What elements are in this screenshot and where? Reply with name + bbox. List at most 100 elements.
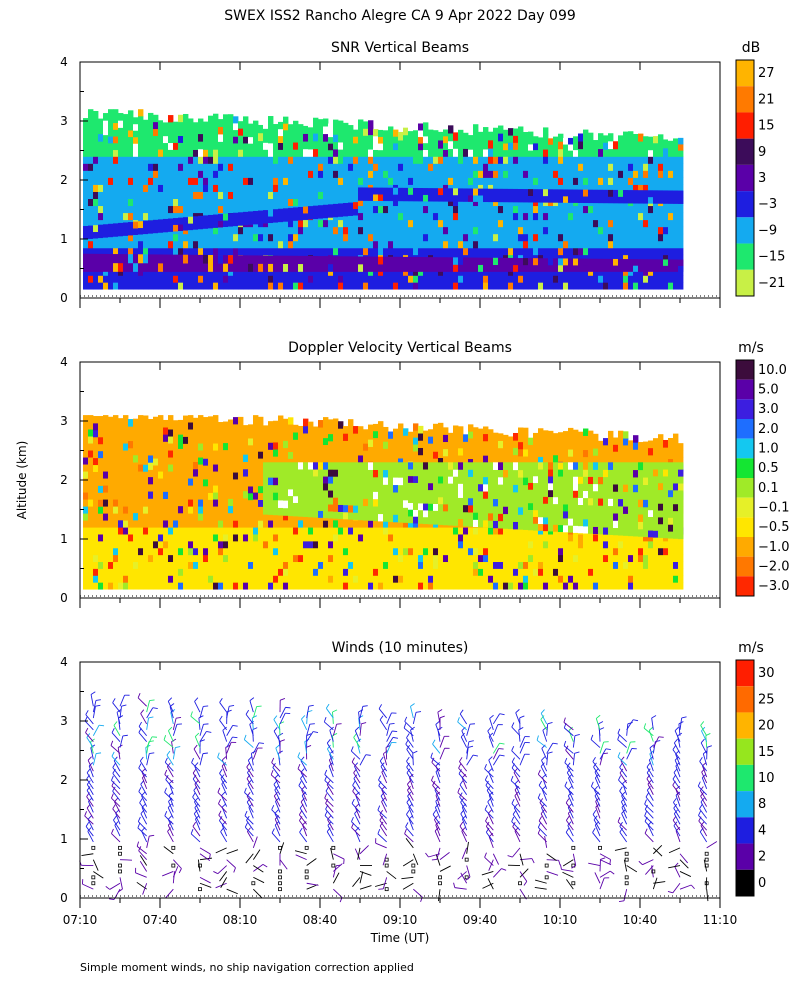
heatmap-cell [493, 127, 499, 136]
heatmap-cell [593, 268, 599, 276]
heatmap-cell [193, 575, 199, 583]
heatmap-cell [293, 502, 299, 510]
heatmap-cell [483, 177, 489, 185]
heatmap-cell [168, 415, 174, 423]
heatmap-cell [233, 226, 239, 235]
heatmap-cell [288, 130, 294, 138]
heatmap-cell [413, 177, 419, 185]
heatmap-cell [548, 268, 554, 276]
heatmap-cell [163, 275, 169, 283]
heatmap-cell [203, 240, 209, 249]
heatmap-cell [113, 520, 119, 528]
heatmap-cell [323, 268, 329, 276]
heatmap-cell [138, 471, 144, 479]
heatmap-cell [518, 282, 524, 290]
heatmap-cell [113, 429, 119, 437]
heatmap-cell [148, 455, 154, 463]
heatmap-cell [333, 177, 339, 185]
heatmap-cell [278, 177, 284, 185]
heatmap-cell [233, 423, 239, 432]
heatmap-cell [398, 212, 404, 221]
heatmap-cell [88, 485, 94, 493]
heatmap-cell [103, 262, 109, 272]
heatmap-cell [303, 141, 309, 150]
heatmap-cell [143, 478, 149, 486]
heatmap-cell [233, 465, 239, 473]
heatmap-cell [493, 142, 499, 150]
heatmap-cell [288, 163, 294, 171]
panel-title: SNR Vertical Beams [331, 40, 469, 56]
heatmap-cell [83, 253, 89, 261]
heatmap-cell [298, 519, 304, 528]
heatmap-cell [98, 568, 104, 576]
heatmap-cell [608, 184, 614, 192]
heatmap-cell [378, 247, 384, 256]
heatmap-cell [293, 512, 299, 521]
heatmap-cell [198, 575, 204, 583]
heatmap-cell [108, 437, 114, 445]
heatmap-cell [603, 184, 609, 192]
heatmap-cell [103, 205, 109, 214]
heatmap-cell [248, 163, 254, 171]
heatmap-cell [108, 142, 114, 151]
heatmap-cell [408, 149, 414, 157]
heatmap-cell [138, 422, 144, 430]
heatmap-cell [253, 233, 259, 242]
heatmap-cell [538, 156, 544, 164]
heatmap-cell [473, 257, 479, 265]
heatmap-cell [623, 219, 629, 228]
heatmap-cell [88, 436, 94, 444]
heatmap-cell [218, 534, 224, 542]
heatmap-cell [638, 254, 644, 263]
heatmap-cell [153, 254, 159, 264]
heatmap-cell [283, 191, 289, 200]
heatmap-cell [673, 212, 679, 221]
heatmap-cell [418, 123, 424, 131]
heatmap-cell [278, 443, 284, 451]
heatmap-cell [588, 177, 594, 185]
heatmap-cell [173, 470, 179, 478]
heatmap-cell [293, 226, 299, 235]
heatmap-cell [268, 163, 274, 171]
heatmap-cell [558, 163, 564, 171]
heatmap-cell [623, 131, 629, 139]
heatmap-cell [673, 259, 679, 266]
heatmap-cell [358, 141, 364, 150]
heatmap-cell [83, 226, 89, 233]
heatmap-cell [273, 247, 279, 256]
heatmap-cell [508, 205, 514, 214]
heatmap-cell [408, 198, 414, 207]
heatmap-cell [208, 416, 214, 424]
colorbar-swatch [736, 60, 754, 87]
heatmap-cell [243, 129, 249, 137]
heatmap-cell [493, 247, 499, 256]
heatmap-cell [253, 275, 259, 283]
heatmap-cell [163, 122, 169, 130]
heatmap-cell [658, 134, 664, 143]
heatmap-cell [203, 198, 209, 207]
heatmap-cell [228, 441, 234, 449]
heatmap-cell [413, 282, 419, 290]
heatmap-cell [308, 435, 314, 444]
heatmap-cell [373, 513, 379, 522]
heatmap-cell [373, 149, 379, 157]
heatmap-cell [488, 233, 494, 242]
heatmap-cell [623, 268, 629, 276]
heatmap-cell [623, 226, 629, 235]
heatmap-cell [523, 275, 529, 283]
heatmap-cell [203, 472, 209, 480]
heatmap-cell [138, 492, 144, 500]
heatmap-cell [233, 184, 239, 192]
heatmap-cell [238, 198, 244, 207]
heatmap-cell [363, 534, 369, 542]
heatmap-cell [468, 257, 474, 265]
heatmap-cell [258, 240, 264, 249]
heatmap-cell [83, 436, 89, 444]
heatmap-cell [618, 282, 624, 290]
heatmap-cell [403, 282, 409, 290]
heatmap-cell [113, 499, 119, 507]
heatmap-cell [88, 547, 94, 556]
heatmap-cell [133, 143, 139, 151]
heatmap-cell [613, 282, 619, 290]
heatmap-cell [148, 426, 154, 434]
